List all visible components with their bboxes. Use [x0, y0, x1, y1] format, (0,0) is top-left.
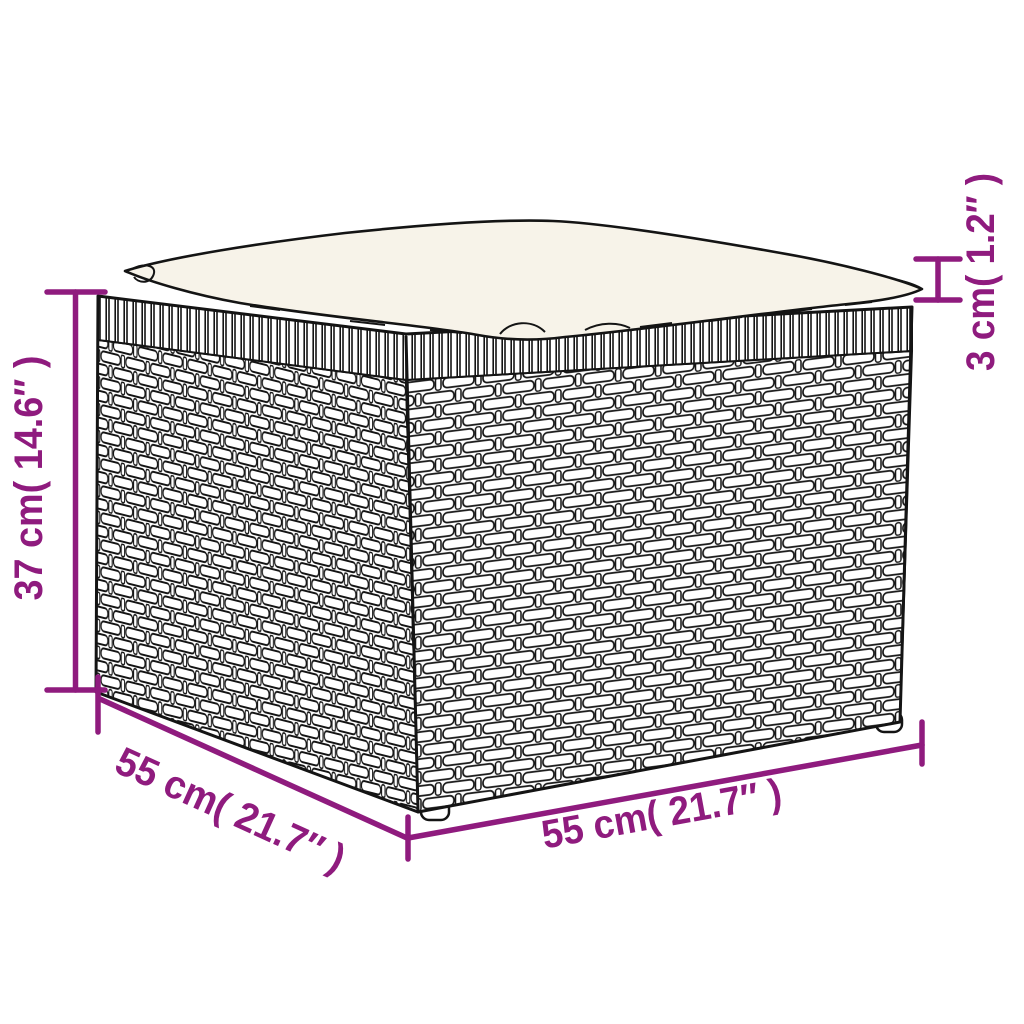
height-dimension-label: 37 cm( 14.6″ )	[7, 356, 51, 601]
wicker-box-left-face	[94, 338, 420, 814]
cushion-fold-lines	[131, 264, 923, 335]
cushion-thickness-label: 3 cm( 1.2″ )	[959, 173, 1003, 371]
seat-cushion	[123, 219, 924, 341]
dimension-lines	[44, 256, 963, 862]
depth-dimension-line	[97, 696, 410, 841]
wicker-box-corner-edge	[404, 335, 420, 811]
wicker-box-right-face	[404, 349, 914, 814]
ottoman-drawing	[94, 219, 924, 822]
width-dimension-line	[405, 742, 925, 841]
